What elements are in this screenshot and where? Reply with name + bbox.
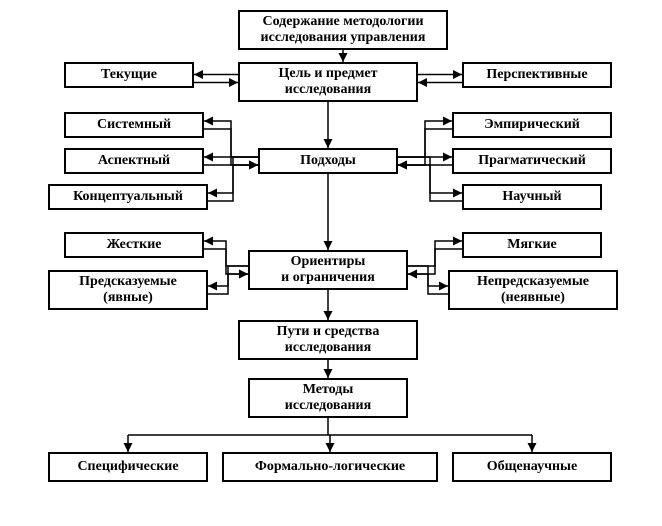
node-n_system: Системный [64, 112, 204, 138]
node-n_hard: Жесткие [64, 232, 204, 258]
node-n_approach: Подходы [258, 148, 398, 174]
node-n_sci: Научный [462, 184, 602, 210]
node-n_pragm: Прагматический [452, 148, 612, 174]
node-n_unpred: Непредсказуемые(неявные) [448, 270, 618, 310]
node-n_formal: Формально-логические [222, 452, 438, 482]
node-n_empir: Эмпирический [452, 112, 612, 138]
node-n_spec: Специфические [48, 452, 208, 482]
node-n_aspect: Аспектный [64, 148, 204, 174]
node-n_pred: Предсказуемые(явные) [48, 270, 208, 310]
node-n_persp: Перспективные [462, 62, 612, 88]
node-n_methods: Методыисследования [248, 378, 408, 418]
node-n_orient: Ориентирыи ограничения [248, 250, 408, 290]
node-n_ways: Пути и средстваисследования [238, 320, 418, 360]
node-n_current: Текущие [64, 62, 194, 88]
node-n_concept: Концептуальный [48, 184, 208, 210]
node-n_top: Содержание методологииисследования управ… [238, 10, 448, 50]
node-n_goal: Цель и предметисследования [238, 62, 418, 102]
node-n_general: Общенаучные [452, 452, 612, 482]
node-n_soft: Мягкие [462, 232, 602, 258]
